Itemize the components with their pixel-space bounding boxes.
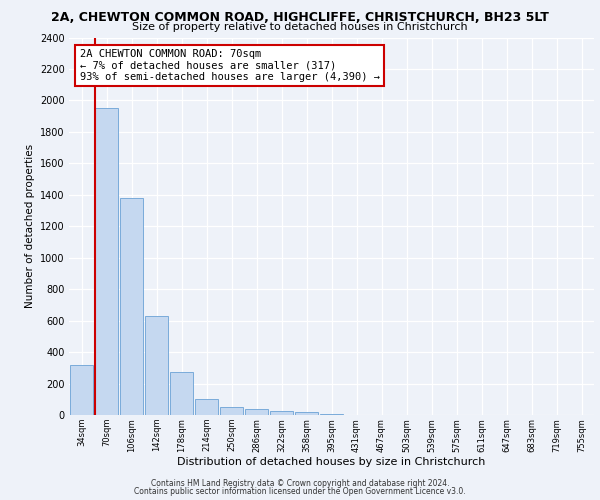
Y-axis label: Number of detached properties: Number of detached properties	[25, 144, 35, 308]
Text: Size of property relative to detached houses in Christchurch: Size of property relative to detached ho…	[132, 22, 468, 32]
Text: Contains HM Land Registry data © Crown copyright and database right 2024.: Contains HM Land Registry data © Crown c…	[151, 478, 449, 488]
Bar	[270, 410, 293, 415]
Bar	[170, 372, 193, 415]
Bar	[70, 366, 93, 415]
Bar	[145, 316, 168, 415]
Text: 2A, CHEWTON COMMON ROAD, HIGHCLIFFE, CHRISTCHURCH, BH23 5LT: 2A, CHEWTON COMMON ROAD, HIGHCLIFFE, CHR…	[51, 11, 549, 24]
Bar	[120, 198, 143, 415]
Bar	[245, 410, 268, 415]
Bar	[95, 108, 118, 415]
X-axis label: Distribution of detached houses by size in Christchurch: Distribution of detached houses by size …	[178, 458, 485, 468]
Bar	[195, 400, 218, 415]
Text: 2A CHEWTON COMMON ROAD: 70sqm
← 7% of detached houses are smaller (317)
93% of s: 2A CHEWTON COMMON ROAD: 70sqm ← 7% of de…	[79, 49, 380, 82]
Bar	[320, 414, 343, 415]
Text: Contains public sector information licensed under the Open Government Licence v3: Contains public sector information licen…	[134, 487, 466, 496]
Bar	[295, 412, 318, 415]
Bar	[220, 407, 243, 415]
